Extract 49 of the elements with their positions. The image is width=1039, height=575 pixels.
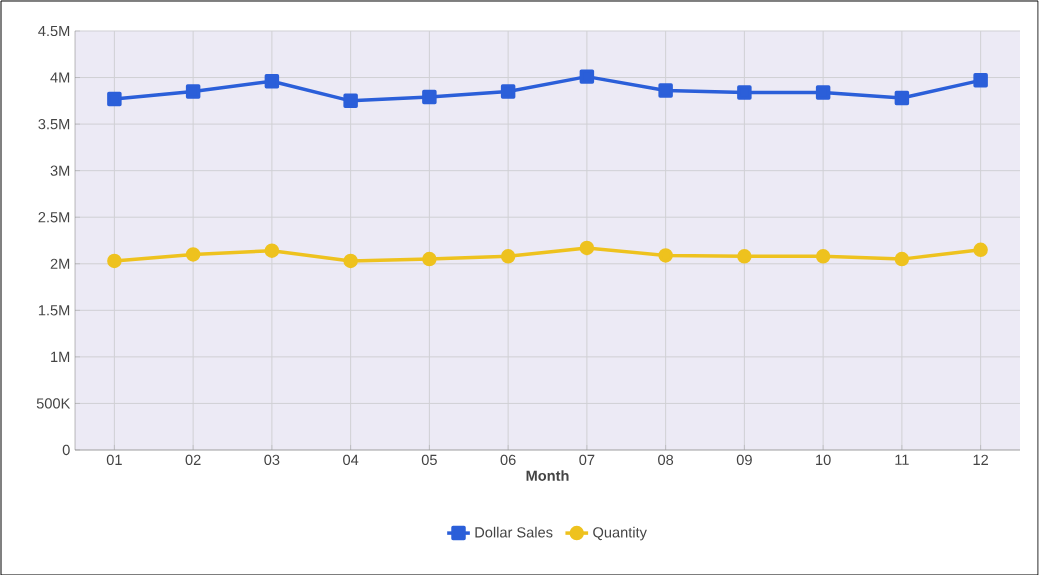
x-tick-label: 09 [736,454,752,465]
x-axis-title: Month [526,469,569,481]
point [894,90,910,106]
point [422,89,437,105]
y-tick-label: 4M [50,72,70,83]
x-tick-label: 01 [106,454,122,465]
point [343,93,358,108]
point [815,84,831,100]
point [815,248,831,264]
x-tick-label: 06 [500,454,516,465]
point [343,253,358,268]
x-tick-label: 03 [264,454,280,465]
point [894,251,910,267]
y-tick-label: 1M [51,351,70,362]
point [185,246,201,262]
x-tick-label: 12 [973,454,989,465]
y-tick-label: 2.5M [38,211,70,223]
point [973,242,988,257]
x-tick-label: 02 [185,454,201,465]
y-tick-label: 500K [36,398,71,409]
point [422,251,437,267]
point [500,84,516,99]
point [264,73,280,89]
point [264,243,280,258]
x-tick-label: 04 [343,454,359,465]
point [658,247,673,263]
y-tick-label: 0 [62,444,70,455]
y-tick-label: 3M [50,165,70,176]
x-tick-label: 11 [895,454,909,465]
x-tick-label: 05 [421,454,437,465]
x-tick-label: 10 [816,454,831,465]
legend-label: Dollar Sales [475,526,553,538]
point [579,69,595,84]
x-tick-label: 07 [579,454,595,465]
legend-label: Quantity [593,526,647,541]
point [107,253,122,268]
point [500,248,516,264]
point [579,240,595,255]
y-tick-label: 4.5M [38,25,70,36]
point [658,83,673,98]
point [107,91,122,106]
point [737,84,752,100]
y-tick-label: 3.5M [38,118,70,130]
point [185,84,201,99]
y-tick-label: 2M [50,258,70,269]
point [737,248,752,264]
point [973,72,988,88]
y-tick-label: 1.5M [38,305,70,316]
x-tick-label: 08 [658,454,674,465]
